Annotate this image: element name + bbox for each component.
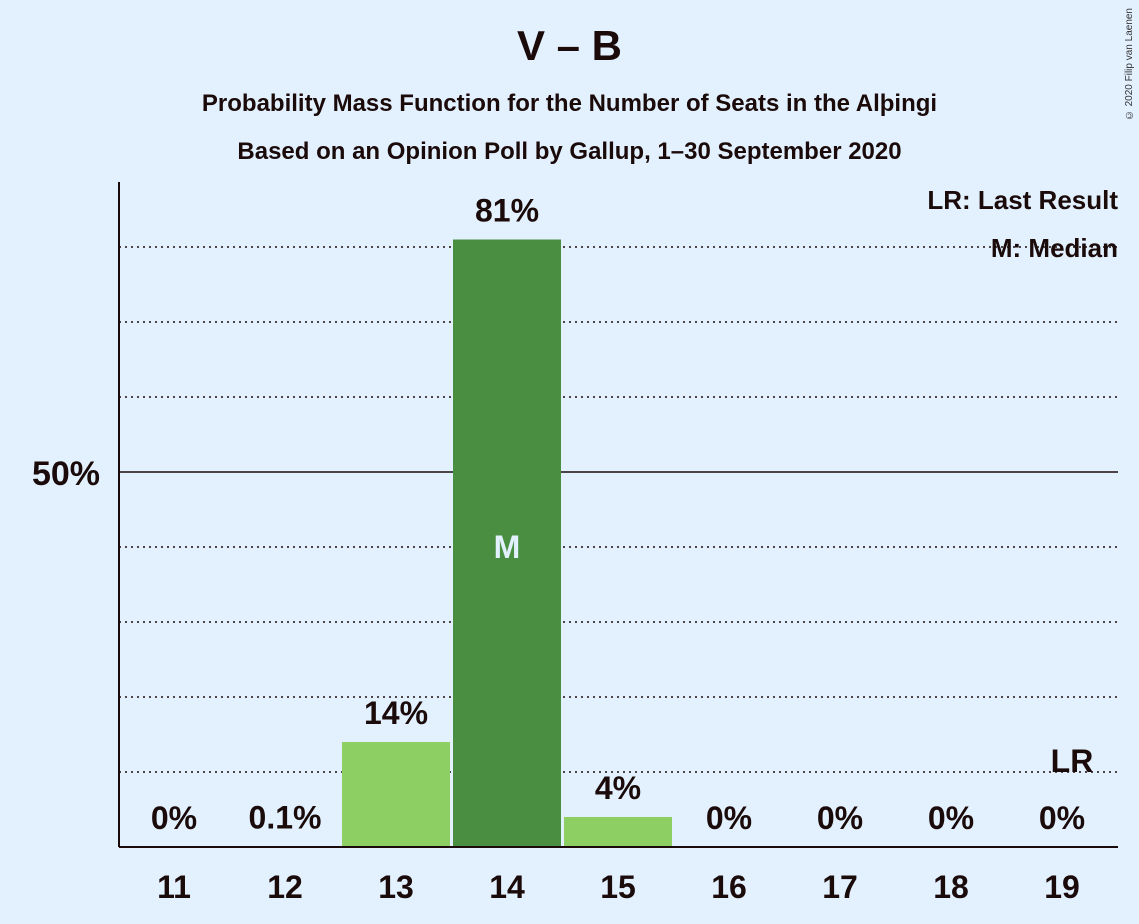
x-tick-label-17: 17	[822, 869, 858, 905]
data-label-14: 81%	[475, 193, 539, 229]
bar-13	[342, 742, 450, 847]
x-tick-label-14: 14	[489, 869, 525, 905]
x-tick-label-16: 16	[711, 869, 747, 905]
chart-subtitle: Probability Mass Function for the Number…	[201, 90, 938, 117]
legend: LR: Last Result M: Median	[927, 185, 1118, 263]
bars	[231, 239, 672, 847]
x-tick-label-19: 19	[1044, 869, 1080, 905]
legend-entry-0: LR: Last Result	[927, 185, 1118, 215]
gridlines	[119, 246, 1118, 773]
y-tick-label: 50%	[32, 455, 100, 493]
data-label-12: 0.1%	[249, 799, 322, 835]
bar-14	[453, 239, 561, 847]
data-label-19: 0%	[1039, 800, 1085, 836]
data-label-15: 4%	[595, 770, 641, 806]
bar-15	[564, 817, 672, 847]
x-tick-label-15: 15	[600, 869, 636, 905]
last-result-marker: LR	[1051, 743, 1094, 779]
data-label-11: 0%	[151, 800, 197, 836]
x-tick-label-18: 18	[933, 869, 969, 905]
chart-subtitle-poll: Based on an Opinion Poll by Gallup, 1–30…	[237, 138, 902, 165]
x-tick-label-12: 12	[267, 869, 303, 905]
median-marker: M	[494, 529, 521, 565]
legend-entry-1: M: Median	[991, 233, 1118, 263]
data-label-17: 0%	[817, 800, 863, 836]
data-labels: 0% 0.1% 14% 81% M 4% 0% 0% 0% 0% LR	[151, 193, 1093, 837]
data-label-18: 0%	[928, 800, 974, 836]
data-label-13: 14%	[364, 695, 428, 731]
chart-title: V – B	[516, 22, 623, 69]
data-label-16: 0%	[706, 800, 752, 836]
x-tick-label-11: 11	[157, 869, 191, 905]
axes: 11 12 13 14 15 16 17 18 19 50%	[32, 182, 1118, 905]
x-tick-label-13: 13	[378, 869, 414, 905]
